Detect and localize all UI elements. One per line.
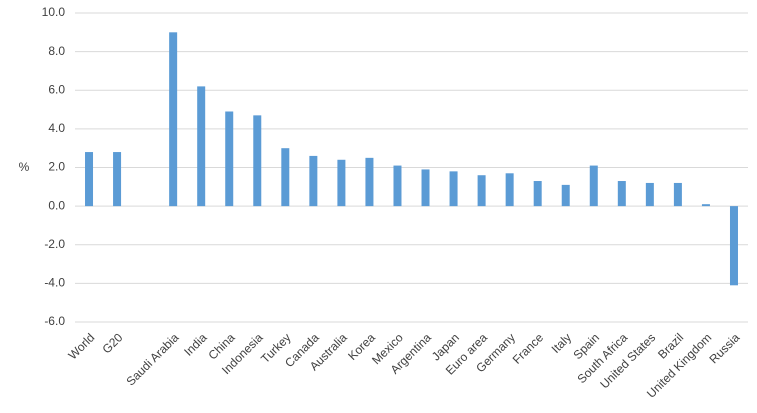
x-tick-label: Russia (707, 330, 743, 366)
bar (589, 165, 598, 207)
bar (169, 32, 178, 207)
bar (281, 148, 290, 207)
y-tick-label: 6.0 (48, 82, 65, 96)
bar (505, 173, 514, 207)
bar (421, 169, 430, 207)
bar (309, 155, 318, 207)
x-tick-label: Saudi Arabia (123, 330, 181, 388)
bar (393, 165, 402, 207)
y-tick-label: 4.0 (48, 121, 65, 135)
x-tick-label: India (181, 330, 210, 359)
bar (617, 181, 626, 207)
bar (673, 182, 682, 207)
y-tick-label: -4.0 (44, 276, 65, 290)
bar (85, 152, 94, 207)
bar (561, 184, 570, 207)
y-tick-label: 0.0 (48, 198, 65, 212)
bar (337, 159, 346, 207)
x-tick-label: France (510, 330, 547, 367)
bar (477, 175, 486, 207)
bar (225, 111, 234, 207)
bar (533, 181, 542, 207)
x-tick-label: World (65, 330, 97, 362)
y-tick-label: 2.0 (48, 160, 65, 174)
y-tick-label: 8.0 (48, 44, 65, 58)
bar (729, 206, 738, 286)
y-axis-label: % (19, 160, 30, 174)
y-tick-label: -6.0 (44, 314, 65, 328)
bar (113, 152, 122, 207)
x-tick-label: G20 (99, 330, 125, 356)
bar (253, 115, 262, 207)
y-tick-label: -2.0 (44, 237, 65, 251)
bar (645, 182, 654, 207)
bar (365, 157, 374, 207)
y-tick-label: 10.0 (42, 5, 66, 19)
bar (449, 171, 458, 207)
bar (701, 204, 710, 207)
bar (197, 86, 206, 207)
